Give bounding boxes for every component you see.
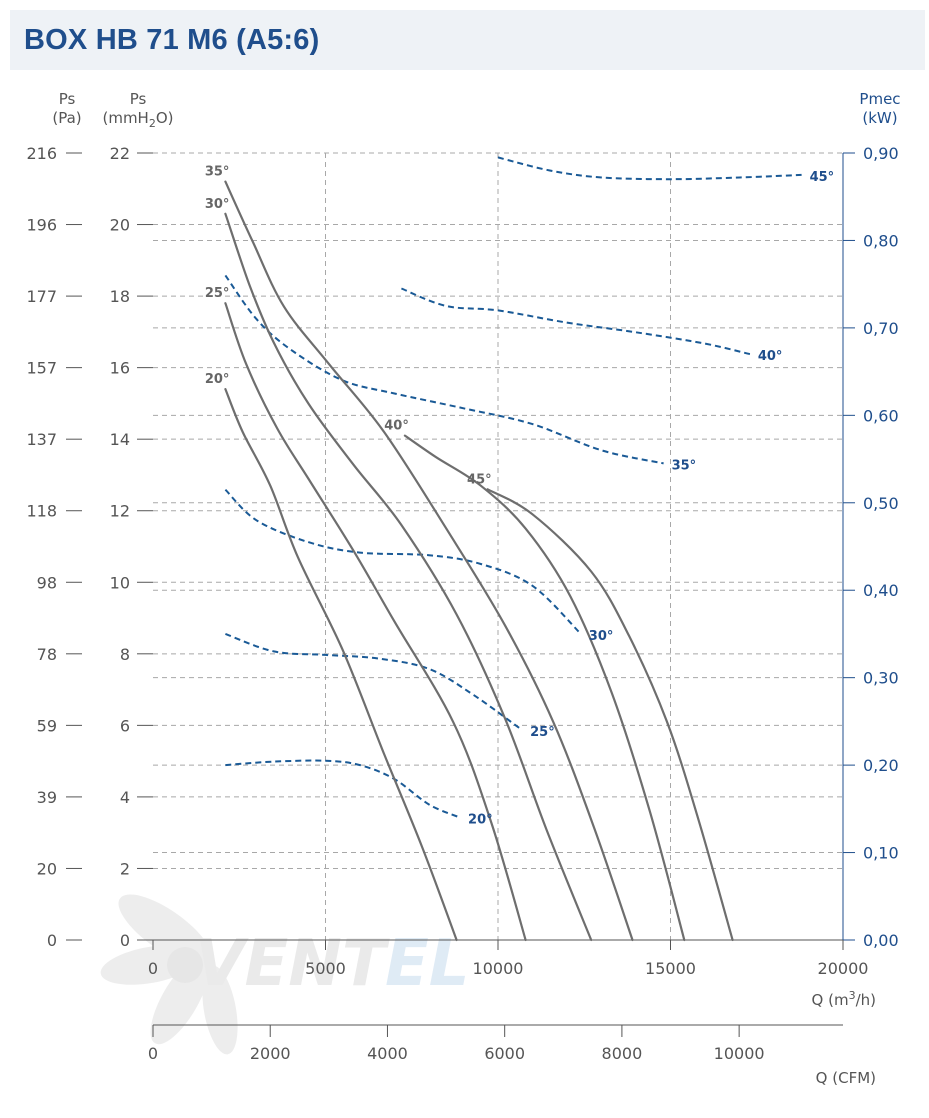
tick-label-m3h: 5000 — [305, 959, 346, 978]
tick-label-mm: 10 — [110, 573, 130, 592]
tick-label-mm: 22 — [110, 144, 130, 163]
tick-label-pa: 39 — [37, 788, 57, 807]
power-curve — [225, 632, 523, 731]
watermark-text-a: VENT — [195, 927, 390, 1001]
power-curve-label: 40° — [758, 349, 783, 364]
power-curve-label: 30° — [589, 629, 614, 644]
power-curve — [225, 759, 461, 819]
pressure-curve-label: 25° — [205, 286, 230, 301]
tick-label-pa: 216 — [26, 144, 57, 163]
watermark: VENT EL — [100, 894, 470, 1055]
power-curve — [224, 274, 664, 465]
tick-label-pa: 78 — [37, 645, 57, 664]
tick-label-mm: 16 — [110, 359, 130, 378]
pressure-curve-label: 40° — [384, 419, 409, 434]
pressure-curve — [224, 180, 634, 942]
power-curve — [401, 287, 751, 356]
pressure-curve-label: 45° — [467, 472, 492, 487]
pressure-curve — [403, 434, 686, 942]
power-curve-label: 20° — [468, 813, 493, 828]
power-curves — [224, 156, 802, 819]
tick-label-mm: 8 — [120, 645, 130, 664]
tick-label-mm: 12 — [110, 502, 130, 521]
pressure-curve — [224, 388, 458, 942]
axis-label-kw-line2: (kW) — [862, 109, 897, 127]
tick-label-cfm: 2000 — [250, 1044, 291, 1063]
tick-label-pa: 20 — [37, 859, 57, 878]
tick-label-kw: 0,40 — [863, 581, 899, 600]
title-bar: BOX HB 71 M6 (A5:6) — [10, 10, 925, 70]
axis-label-mm-line1: Ps — [130, 90, 147, 108]
tick-label-cfm: 0 — [148, 1044, 158, 1063]
tick-label-m3h: 10000 — [473, 959, 524, 978]
axis-label-mm-line2: (mmH2O) — [102, 109, 173, 130]
chart-title: BOX HB 71 M6 (A5:6) — [24, 24, 320, 56]
tick-label-mm: 18 — [110, 287, 130, 306]
tick-label-cfm: 6000 — [484, 1044, 525, 1063]
power-curve — [224, 488, 582, 635]
tick-label-cfm: 8000 — [602, 1044, 643, 1063]
tick-label-kw: 0,90 — [863, 144, 899, 163]
axis-label-pa-line2: (Pa) — [52, 109, 81, 127]
pressure-curve — [224, 212, 593, 942]
tick-label-kw: 0,10 — [863, 844, 899, 863]
tick-label-cfm: 10000 — [714, 1044, 765, 1063]
axis-label-m3h: Q (m3/h) — [812, 989, 876, 1009]
pressure-curves — [224, 180, 734, 942]
power-curve-label: 45° — [810, 170, 835, 185]
pressure-curve-label: 35° — [205, 165, 230, 180]
grid — [153, 152, 843, 940]
tick-label-mm: 4 — [120, 788, 130, 807]
ticks: 0 20 39 59 78 98 118 137 157 177 196 216 0 2 4 6 8 10 12 14… — [26, 144, 898, 1063]
tick-label-kw: 0,30 — [863, 669, 899, 688]
tick-label-cfm: 4000 — [367, 1044, 408, 1063]
tick-label-kw: 0,80 — [863, 231, 899, 250]
tick-label-mm: 14 — [110, 430, 130, 449]
tick-label-pa: 118 — [26, 502, 57, 521]
tick-label-mm: 2 — [120, 859, 130, 878]
power-curve-label: 25° — [530, 725, 555, 740]
tick-label-kw: 0,60 — [863, 406, 899, 425]
axis-label-pa-line1: Ps — [59, 90, 76, 108]
tick-label-kw: 0,50 — [863, 494, 899, 513]
tick-label-kw: 0,00 — [863, 931, 899, 950]
tick-label-pa: 196 — [26, 216, 57, 235]
tick-label-m3h: 0 — [148, 959, 158, 978]
tick-label-mm: 20 — [110, 216, 130, 235]
tick-label-pa: 0 — [47, 931, 57, 950]
power-curve-label: 35° — [672, 458, 697, 473]
tick-label-mm: 6 — [120, 716, 130, 735]
tick-label-kw: 0,70 — [863, 319, 899, 338]
tick-label-m3h: 15000 — [645, 959, 696, 978]
pressure-curve-label: 30° — [205, 197, 230, 212]
tick-label-pa: 59 — [37, 716, 57, 735]
pressure-curve — [486, 488, 734, 942]
pressure-curve — [224, 302, 527, 942]
fan-logo-icon — [100, 894, 238, 1055]
tick-label-pa: 177 — [26, 287, 57, 306]
axis-label-cfm: Q (CFM) — [816, 1069, 876, 1087]
tick-label-pa: 98 — [37, 573, 57, 592]
tick-label-pa: 157 — [26, 359, 57, 378]
axis-label-kw-line1: Pmec — [859, 90, 900, 108]
pressure-curve-label: 20° — [205, 372, 230, 387]
curve-labels: 20° 25° 30° 35° 40° 45° 20° 25° 30° 35° 40° 45° — [205, 165, 834, 828]
tick-label-m3h: 20000 — [818, 959, 869, 978]
tick-label-pa: 137 — [26, 430, 57, 449]
tick-label-mm: 0 — [120, 931, 130, 950]
tick-label-kw: 0,20 — [863, 756, 899, 775]
power-curve — [497, 156, 802, 181]
